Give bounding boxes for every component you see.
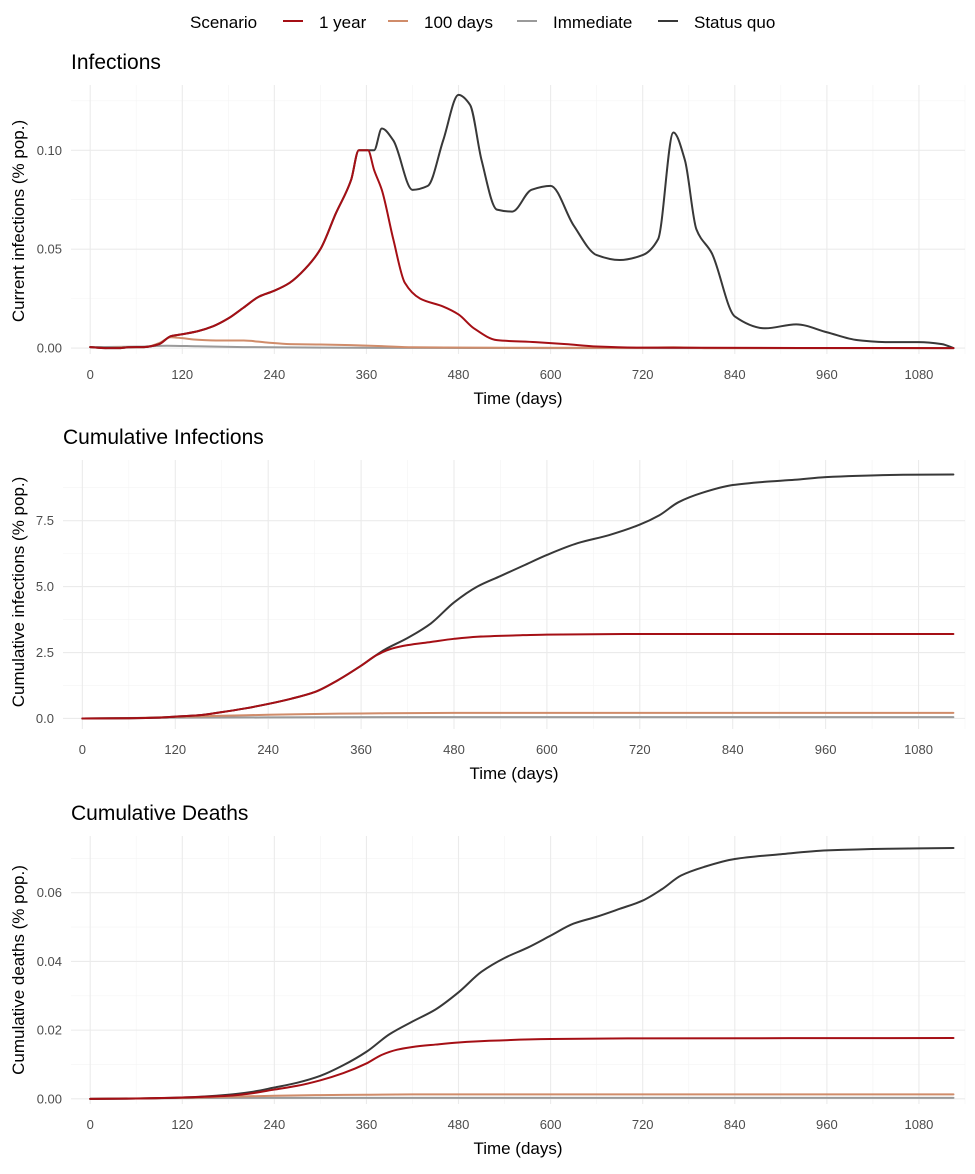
- y-axis-title: Cumulative infections (% pop.): [9, 477, 28, 708]
- cumulative-deaths-panel: Cumulative Deaths Time (days) Cumulative…: [9, 802, 966, 1158]
- x-tick-label: 360: [356, 1117, 378, 1132]
- y-tick-label: 0.02: [37, 1023, 62, 1038]
- infections-panel: Infections Time (days) Current infection…: [9, 51, 966, 408]
- x-tick-label: 360: [356, 367, 378, 382]
- x-axis-title: Time (days): [473, 389, 562, 408]
- x-tick-label: 240: [257, 742, 279, 757]
- x-tick-label: 600: [536, 742, 558, 757]
- series-line-status-quo: [81, 473, 955, 720]
- x-tick-label: 720: [632, 367, 654, 382]
- x-tick-label: 720: [629, 742, 651, 757]
- y-tick-label: 0.05: [37, 242, 62, 257]
- series-line-status-quo: [89, 93, 955, 350]
- series-line-1-year: [81, 633, 955, 720]
- y-tick-label: 0.10: [37, 143, 62, 158]
- x-tick-label: 840: [722, 742, 744, 757]
- x-tick-label: 0: [87, 1117, 94, 1132]
- x-tick-label: 1080: [904, 1117, 933, 1132]
- x-tick-label: 840: [724, 367, 746, 382]
- legend: Scenario 1 year 100 days Immediate Statu…: [190, 13, 775, 32]
- x-tick-label: 120: [164, 742, 186, 757]
- y-tick-label: 0.06: [37, 885, 62, 900]
- legend-title: Scenario: [190, 13, 257, 32]
- x-tick-label: 720: [632, 1117, 654, 1132]
- x-tick-label: 0: [79, 742, 86, 757]
- x-tick-label: 840: [724, 1117, 746, 1132]
- x-tick-label: 120: [171, 1117, 193, 1132]
- x-tick-label: 480: [448, 1117, 470, 1132]
- x-tick-label: 600: [540, 1117, 562, 1132]
- series-line-status-quo: [89, 847, 955, 1100]
- x-tick-label: 1080: [904, 367, 933, 382]
- x-axis-title: Time (days): [469, 764, 558, 783]
- x-tick-label: 480: [443, 742, 465, 757]
- panel-title: Cumulative Deaths: [71, 802, 248, 825]
- legend-label-immediate: Immediate: [553, 13, 632, 32]
- legend-item: 100 days: [388, 13, 493, 32]
- series-line-1-year: [89, 149, 955, 350]
- x-tick-label: 960: [816, 367, 838, 382]
- y-tick-label: 0.00: [37, 1091, 62, 1106]
- x-tick-label: 0: [87, 367, 94, 382]
- panel-title: Infections: [71, 51, 161, 74]
- y-tick-label: 0.04: [37, 954, 62, 969]
- series-line-1-year: [89, 1037, 955, 1100]
- x-tick-label: 1080: [904, 742, 933, 757]
- plot-area: 0 120 240 360 480 600 720 840 960 1080 0.0 2.5 5.0 7.…: [36, 460, 966, 757]
- plot-area: 0 120 240 360 480 600 720 840 960 1080 0.00 0.05 0.1…: [37, 85, 966, 382]
- y-tick-label: 5.0: [36, 579, 54, 594]
- y-tick-label: 0.0: [36, 711, 54, 726]
- legend-item: 1 year: [283, 13, 367, 32]
- y-tick-label: 0.00: [37, 341, 62, 356]
- cumulative-infections-panel: Cumulative Infections Time (days) Cumula…: [9, 426, 966, 783]
- legend-item: Status quo: [658, 13, 775, 32]
- legend-label-100-days: 100 days: [424, 13, 493, 32]
- legend-label-status-quo: Status quo: [694, 13, 775, 32]
- x-tick-label: 360: [350, 742, 372, 757]
- x-tick-label: 240: [264, 1117, 286, 1132]
- legend-item: Immediate: [517, 13, 632, 32]
- x-tick-label: 960: [815, 742, 837, 757]
- y-axis-title: Cumulative deaths (% pop.): [9, 865, 28, 1075]
- x-tick-label: 960: [816, 1117, 838, 1132]
- x-tick-label: 480: [448, 367, 470, 382]
- y-axis-title: Current infections (% pop.): [9, 120, 28, 322]
- plot-area: 0 120 240 360 480 600 720 840 960 1080 0.00 0.02 0.0…: [37, 836, 966, 1132]
- legend-label-1-year: 1 year: [319, 13, 367, 32]
- x-axis-title: Time (days): [473, 1139, 562, 1158]
- x-tick-label: 240: [264, 367, 286, 382]
- panel-title: Cumulative Infections: [63, 426, 264, 449]
- y-tick-label: 2.5: [36, 645, 54, 660]
- y-tick-label: 7.5: [36, 513, 54, 528]
- x-tick-label: 120: [171, 367, 193, 382]
- x-tick-label: 600: [540, 367, 562, 382]
